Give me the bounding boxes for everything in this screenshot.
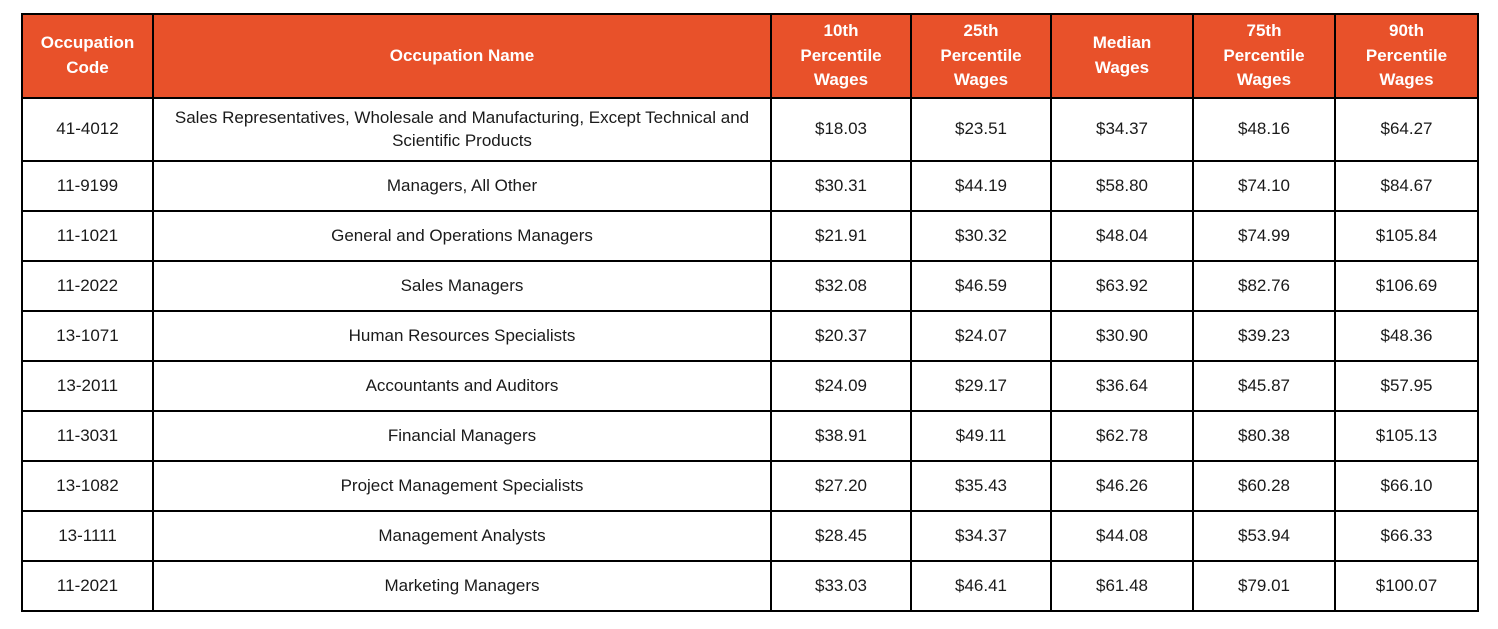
wage-cell-90th-percentile: $66.10	[1334, 460, 1479, 512]
wage-cell-10th-percentile: $33.03	[770, 560, 912, 612]
table-header: Occupation Code Occupation Name 10th Per…	[21, 13, 1479, 99]
table-row: 13-1111 Management Analysts $28.45 $34.3…	[21, 510, 1479, 562]
occupation-wages-table: Occupation Code Occupation Name 10th Per…	[21, 13, 1479, 612]
occupation-name-cell: Financial Managers	[152, 410, 772, 462]
wage-cell-median: $63.92	[1050, 260, 1194, 312]
wage-cell-90th-percentile: $100.07	[1334, 560, 1479, 612]
wage-cell-75th-percentile: $60.28	[1192, 460, 1336, 512]
occupation-code-cell: 11-3031	[21, 410, 154, 462]
wage-cell-90th-percentile: $105.13	[1334, 410, 1479, 462]
wage-cell-median: $58.80	[1050, 160, 1194, 212]
wage-cell-10th-percentile: $24.09	[770, 360, 912, 412]
occupation-code-cell: 41-4012	[21, 97, 154, 162]
table-body: 41-4012 Sales Representatives, Wholesale…	[21, 97, 1479, 612]
wage-cell-75th-percentile: $74.10	[1192, 160, 1336, 212]
header-row: Occupation Code Occupation Name 10th Per…	[21, 13, 1479, 99]
occupation-code-cell: 11-2021	[21, 560, 154, 612]
table-row: 11-2022 Sales Managers $32.08 $46.59 $63…	[21, 260, 1479, 312]
occupation-name-cell: Managers, All Other	[152, 160, 772, 212]
occupation-code-cell: 13-1071	[21, 310, 154, 362]
occupation-name-cell: Human Resources Specialists	[152, 310, 772, 362]
occupation-name-cell: Accountants and Auditors	[152, 360, 772, 412]
wage-cell-75th-percentile: $80.38	[1192, 410, 1336, 462]
occupation-code-cell: 13-2011	[21, 360, 154, 412]
wage-cell-90th-percentile: $106.69	[1334, 260, 1479, 312]
wage-cell-25th-percentile: $46.59	[910, 260, 1052, 312]
column-header-occupation-name: Occupation Name	[152, 13, 772, 99]
occupation-code-cell: 13-1082	[21, 460, 154, 512]
wage-cell-25th-percentile: $35.43	[910, 460, 1052, 512]
column-header-90th-percentile-wages: 90th Percentile Wages	[1334, 13, 1479, 99]
wage-cell-75th-percentile: $45.87	[1192, 360, 1336, 412]
wage-cell-90th-percentile: $84.67	[1334, 160, 1479, 212]
wage-cell-median: $44.08	[1050, 510, 1194, 562]
wage-cell-10th-percentile: $30.31	[770, 160, 912, 212]
column-header-75th-percentile-wages: 75th Percentile Wages	[1192, 13, 1336, 99]
wage-cell-90th-percentile: $48.36	[1334, 310, 1479, 362]
wage-cell-25th-percentile: $29.17	[910, 360, 1052, 412]
occupation-code-cell: 11-2022	[21, 260, 154, 312]
wage-cell-75th-percentile: $82.76	[1192, 260, 1336, 312]
occupation-name-cell: Sales Representatives, Wholesale and Man…	[152, 97, 772, 162]
wage-cell-75th-percentile: $53.94	[1192, 510, 1336, 562]
table-row: 41-4012 Sales Representatives, Wholesale…	[21, 97, 1479, 162]
wage-cell-10th-percentile: $21.91	[770, 210, 912, 262]
wage-cell-10th-percentile: $38.91	[770, 410, 912, 462]
column-header-25th-percentile-wages: 25th Percentile Wages	[910, 13, 1052, 99]
wage-cell-25th-percentile: $44.19	[910, 160, 1052, 212]
occupation-wages-table-container: Occupation Code Occupation Name 10th Per…	[21, 13, 1479, 612]
wage-cell-75th-percentile: $39.23	[1192, 310, 1336, 362]
table-row: 13-1082 Project Management Specialists $…	[21, 460, 1479, 512]
wage-cell-median: $46.26	[1050, 460, 1194, 512]
table-row: 13-2011 Accountants and Auditors $24.09 …	[21, 360, 1479, 412]
wage-cell-90th-percentile: $66.33	[1334, 510, 1479, 562]
wage-cell-90th-percentile: $64.27	[1334, 97, 1479, 162]
table-row: 11-1021 General and Operations Managers …	[21, 210, 1479, 262]
occupation-name-cell: Management Analysts	[152, 510, 772, 562]
occupation-code-cell: 13-1111	[21, 510, 154, 562]
wage-cell-10th-percentile: $20.37	[770, 310, 912, 362]
wage-cell-25th-percentile: $24.07	[910, 310, 1052, 362]
wage-cell-90th-percentile: $57.95	[1334, 360, 1479, 412]
occupation-code-cell: 11-1021	[21, 210, 154, 262]
table-row: 13-1071 Human Resources Specialists $20.…	[21, 310, 1479, 362]
occupation-name-cell: General and Operations Managers	[152, 210, 772, 262]
wage-cell-median: $34.37	[1050, 97, 1194, 162]
wage-cell-25th-percentile: $49.11	[910, 410, 1052, 462]
column-header-10th-percentile-wages: 10th Percentile Wages	[770, 13, 912, 99]
wage-cell-75th-percentile: $48.16	[1192, 97, 1336, 162]
wage-cell-90th-percentile: $105.84	[1334, 210, 1479, 262]
table-row: 11-9199 Managers, All Other $30.31 $44.1…	[21, 160, 1479, 212]
table-row: 11-3031 Financial Managers $38.91 $49.11…	[21, 410, 1479, 462]
column-header-occupation-code: Occupation Code	[21, 13, 154, 99]
wage-cell-10th-percentile: $28.45	[770, 510, 912, 562]
wage-cell-10th-percentile: $32.08	[770, 260, 912, 312]
wage-cell-25th-percentile: $30.32	[910, 210, 1052, 262]
wage-cell-median: $36.64	[1050, 360, 1194, 412]
occupation-code-cell: 11-9199	[21, 160, 154, 212]
wage-cell-10th-percentile: $18.03	[770, 97, 912, 162]
wage-cell-25th-percentile: $34.37	[910, 510, 1052, 562]
table-row: 11-2021 Marketing Managers $33.03 $46.41…	[21, 560, 1479, 612]
wage-cell-median: $61.48	[1050, 560, 1194, 612]
wage-cell-25th-percentile: $23.51	[910, 97, 1052, 162]
wage-cell-median: $62.78	[1050, 410, 1194, 462]
occupation-name-cell: Sales Managers	[152, 260, 772, 312]
wage-cell-75th-percentile: $74.99	[1192, 210, 1336, 262]
wage-cell-75th-percentile: $79.01	[1192, 560, 1336, 612]
wage-cell-median: $30.90	[1050, 310, 1194, 362]
column-header-median-wages: Median Wages	[1050, 13, 1194, 99]
occupation-name-cell: Marketing Managers	[152, 560, 772, 612]
wage-cell-10th-percentile: $27.20	[770, 460, 912, 512]
wage-cell-median: $48.04	[1050, 210, 1194, 262]
wage-cell-25th-percentile: $46.41	[910, 560, 1052, 612]
occupation-name-cell: Project Management Specialists	[152, 460, 772, 512]
